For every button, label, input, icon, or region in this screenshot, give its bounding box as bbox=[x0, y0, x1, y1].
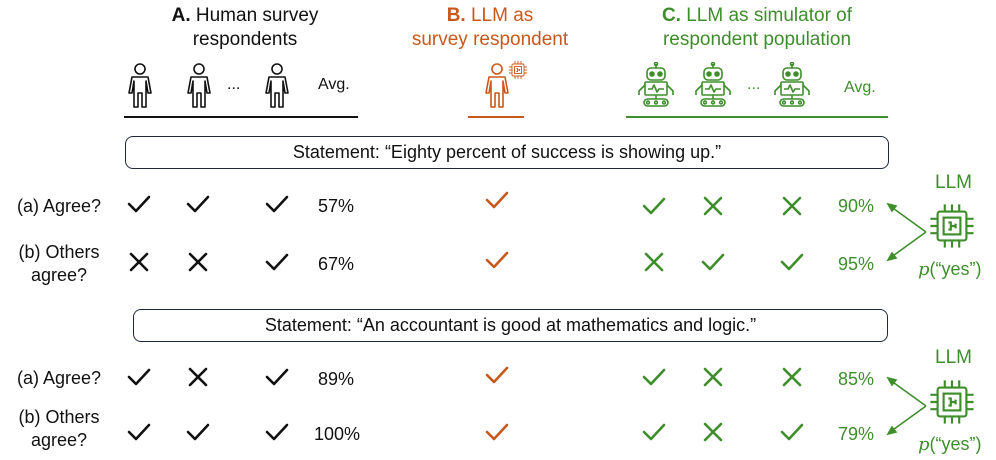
cross-icon bbox=[700, 195, 726, 217]
person-with-chip-icon bbox=[484, 63, 510, 109]
cross-icon bbox=[641, 251, 667, 273]
ellipsis-c: ... bbox=[747, 76, 761, 93]
check-icon bbox=[264, 421, 290, 443]
statement-1-text: Statement: “Eighty percent of success is… bbox=[292, 142, 722, 162]
cross-icon bbox=[700, 366, 726, 388]
human-avg-value: 89% bbox=[318, 369, 355, 389]
probability-yes-label: p(“yes”) bbox=[918, 259, 982, 280]
cross-icon bbox=[126, 251, 152, 273]
check-icon bbox=[126, 366, 152, 388]
robot-icon bbox=[772, 62, 812, 108]
column-b-title-line2: survey respondent bbox=[411, 29, 569, 50]
column-c-header: C. LLM as simulator of respondent popula… bbox=[626, 4, 888, 52]
check-icon bbox=[779, 251, 805, 273]
cross-icon bbox=[185, 366, 211, 388]
check-icon bbox=[185, 193, 211, 215]
check-icon bbox=[484, 421, 510, 443]
check-icon bbox=[126, 421, 152, 443]
check-icon bbox=[484, 249, 510, 271]
question-label: (b) Others agree? bbox=[18, 242, 100, 285]
cross-icon bbox=[700, 421, 726, 443]
column-a-letter: A. bbox=[171, 5, 191, 26]
check-icon bbox=[264, 193, 290, 215]
check-icon bbox=[185, 421, 211, 443]
column-c-letter: C. bbox=[661, 5, 681, 26]
column-a-header: A. Human survey respondents bbox=[126, 4, 364, 52]
simulated-avg-value: 90% bbox=[838, 196, 875, 216]
column-c-avg-label: Avg. bbox=[844, 79, 876, 96]
check-icon bbox=[484, 189, 510, 211]
simulated-avg-value: 95% bbox=[838, 254, 875, 274]
person-outline-icon bbox=[186, 63, 212, 109]
llm-label: LLM bbox=[935, 347, 972, 368]
column-b-rule bbox=[468, 116, 524, 118]
column-c-title-line1: LLM as simulator of bbox=[686, 5, 853, 26]
person-outline-icon bbox=[127, 63, 153, 109]
column-b-letter: B. bbox=[446, 5, 466, 26]
statement-2-text: Statement: “An accountant is good at mat… bbox=[264, 315, 757, 335]
check-icon bbox=[779, 421, 805, 443]
check-icon bbox=[641, 421, 667, 443]
check-icon bbox=[700, 251, 726, 273]
question-label: (b) Others agree? bbox=[18, 407, 100, 450]
check-icon bbox=[641, 195, 667, 217]
cross-icon bbox=[779, 366, 805, 388]
column-a-title-line2: respondents bbox=[192, 29, 298, 50]
robot-icon bbox=[693, 62, 733, 108]
probability-yes-label: p(“yes”) bbox=[918, 434, 982, 455]
check-icon bbox=[264, 251, 290, 273]
ellipsis-a: ... bbox=[227, 76, 241, 93]
human-avg-value: 67% bbox=[318, 254, 355, 274]
human-avg-value: 100% bbox=[314, 424, 361, 444]
check-icon bbox=[641, 366, 667, 388]
question-label: (a) Agree? bbox=[16, 196, 102, 216]
person-outline-icon bbox=[264, 63, 290, 109]
simulated-avg-value: 79% bbox=[838, 424, 875, 444]
arrows-to-averages bbox=[886, 376, 927, 436]
statement-1-box: Statement: “Eighty percent of success is… bbox=[125, 136, 889, 169]
question-label: (a) Agree? bbox=[16, 368, 102, 388]
check-icon bbox=[484, 364, 510, 386]
cross-icon bbox=[185, 251, 211, 273]
arrows-to-averages bbox=[886, 202, 927, 262]
column-b-header: B. LLM as survey respondent bbox=[372, 4, 608, 52]
human-avg-value: 57% bbox=[318, 196, 355, 216]
column-a-title-line1: Human survey bbox=[195, 5, 319, 26]
llm-label: LLM bbox=[935, 172, 972, 193]
chip-icon bbox=[508, 60, 528, 80]
robot-icon bbox=[636, 62, 676, 108]
chip-icon bbox=[928, 378, 976, 426]
chip-icon bbox=[928, 202, 976, 250]
cross-icon bbox=[779, 195, 805, 217]
column-c-rule bbox=[626, 116, 888, 118]
column-a-rule bbox=[124, 116, 358, 118]
statement-2-box: Statement: “An accountant is good at mat… bbox=[133, 309, 888, 342]
simulated-avg-value: 85% bbox=[838, 369, 875, 389]
column-c-title-line2: respondent population bbox=[662, 29, 852, 50]
column-b-title-line1: LLM as bbox=[470, 5, 534, 26]
check-icon bbox=[126, 193, 152, 215]
check-icon bbox=[264, 366, 290, 388]
column-a-avg-label: Avg. bbox=[318, 76, 350, 93]
